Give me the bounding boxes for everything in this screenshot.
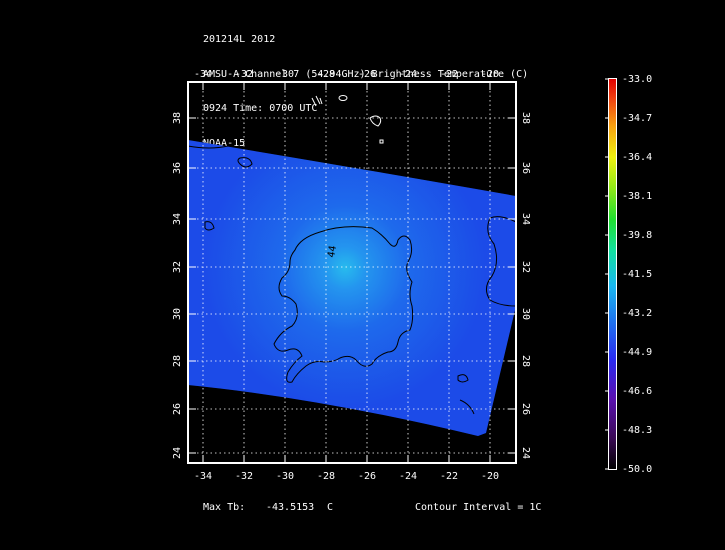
- lon-label: -30: [276, 471, 294, 482]
- storm-id-line: 201214L 2012: [203, 34, 276, 45]
- time-line: 0924 Time: 0700 UTC: [203, 103, 318, 114]
- contour-label: 44: [326, 245, 339, 259]
- lat-label: 30: [172, 308, 183, 320]
- lon-label: -26: [358, 69, 376, 80]
- lon-label: -20: [481, 69, 499, 80]
- colorbar: [609, 79, 616, 469]
- satellite-line: NOAA-15: [203, 137, 246, 149]
- lon-label: -28: [317, 69, 335, 80]
- colorbar-label: -48.3: [622, 425, 652, 436]
- instrument-line: AMSU-A Channel 7 (54.94GHz) Brightness T…: [203, 68, 529, 80]
- lon-label: -20: [481, 471, 499, 482]
- lon-label: -34: [194, 471, 212, 482]
- colorbar-label: -44.9: [622, 347, 652, 358]
- lon-label: -28: [317, 471, 335, 482]
- colorbar-label: -36.4: [622, 152, 652, 163]
- lon-labels-top: -34 -32 -30 -28 -26 -24 -22 -20: [194, 69, 499, 80]
- lon-label: -22: [440, 471, 458, 482]
- outer-contour-b: [338, 95, 348, 101]
- contour-interval: Contour Interval = 1C: [415, 502, 542, 513]
- lat-label: 26: [172, 403, 183, 415]
- lon-label: -30: [276, 69, 294, 80]
- lat-label: 38: [172, 112, 183, 124]
- outer-contour-c: [369, 115, 382, 127]
- lon-label: -34: [194, 69, 212, 80]
- lat-label: 34: [520, 213, 531, 225]
- colorbar-label: -43.2: [622, 308, 652, 319]
- lat-label: 24: [520, 447, 531, 459]
- lon-label: -22: [440, 69, 458, 80]
- lat-label: 32: [172, 261, 183, 273]
- colorbar-label: -46.6: [622, 386, 652, 397]
- outer-contours: [311, 95, 384, 144]
- lat-label: 26: [520, 403, 531, 415]
- colorbar-labels: -33.0 -34.7 -36.4 -38.1 -39.8 -41.5 -43.…: [622, 74, 652, 475]
- contour-east: [486, 216, 517, 307]
- lat-label: 28: [172, 355, 183, 367]
- colorbar-label: -38.1: [622, 191, 652, 202]
- colorbar-label: -33.0: [622, 74, 652, 85]
- lat-label: 30: [520, 308, 531, 320]
- colorbar-ticks: [605, 78, 609, 470]
- lat-label: 24: [172, 447, 183, 459]
- map-frame: [187, 81, 517, 464]
- lon-label: -32: [235, 69, 253, 80]
- colorbar-label: -34.7: [622, 113, 652, 124]
- lat-label: 36: [520, 162, 531, 174]
- lat-label: 32: [520, 261, 531, 273]
- contour-se-small: [457, 374, 469, 383]
- plot-header: 201214L 2012 AMSU-A Channel 7 (54.94GHz)…: [203, 11, 528, 161]
- max-tb-value: -43.5153: [266, 502, 315, 513]
- graticule: [188, 82, 516, 463]
- lon-label: -24: [399, 69, 417, 80]
- contour-west: [204, 221, 215, 231]
- contour-se-ridge: [459, 399, 475, 415]
- lon-label: -24: [399, 471, 417, 482]
- frame-ticks: [188, 82, 516, 463]
- outer-contour-a: [311, 95, 323, 107]
- lon-label: -26: [358, 471, 376, 482]
- lat-label: 38: [520, 112, 531, 124]
- lat-label: 36: [172, 162, 183, 174]
- contour-north: [187, 145, 229, 149]
- outer-contour-d: [379, 139, 384, 144]
- contour-nw: [237, 157, 253, 168]
- lat-label: 34: [172, 213, 183, 225]
- colorbar-label: -41.5: [622, 269, 652, 280]
- swath-field-tint: [188, 140, 516, 436]
- contour-central: [273, 226, 414, 383]
- colorbar-label: -50.0: [622, 464, 652, 475]
- swath-field: [188, 140, 516, 436]
- lat-labels-right: 24 26 28 30 32 34 36 38: [520, 112, 531, 459]
- lon-labels-bottom: -34 -32 -30 -28 -26 -24 -22 -20: [194, 471, 499, 482]
- lat-label: 28: [520, 355, 531, 367]
- contour-lines: [187, 145, 517, 415]
- colorbar-label: -39.8: [622, 230, 652, 241]
- lon-label: -32: [235, 471, 253, 482]
- lat-labels-left: 24 26 28 30 32 34 36 38: [172, 112, 183, 459]
- max-tb-label: Max Tb:: [203, 502, 246, 513]
- max-tb-unit: C: [327, 502, 334, 513]
